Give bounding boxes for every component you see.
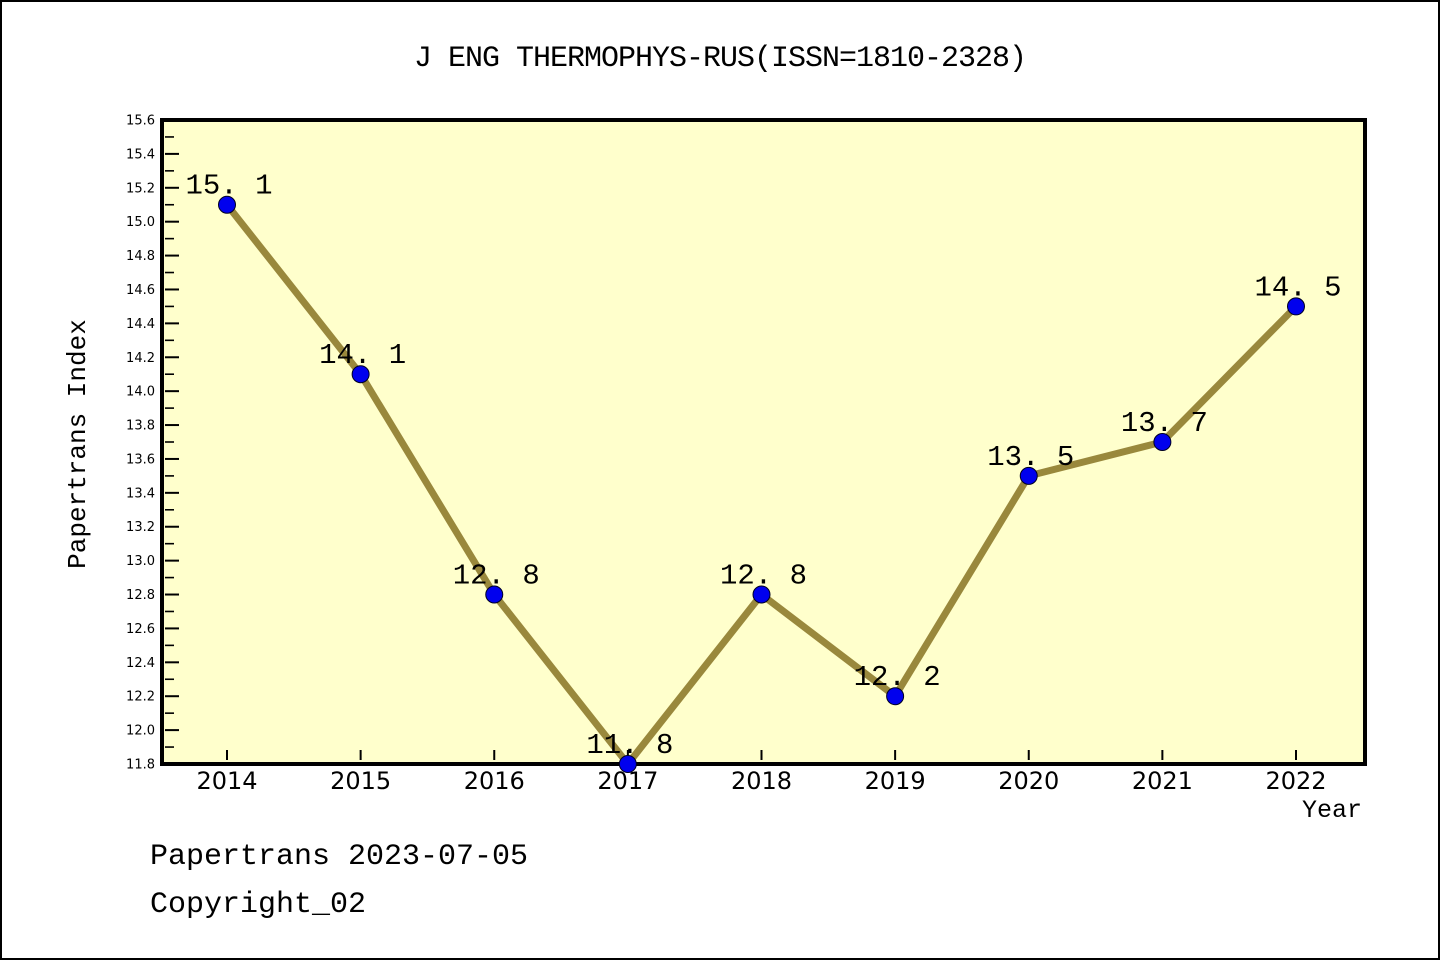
y-tick-label: 13.4: [126, 486, 155, 501]
y-tick-label: 15.4: [126, 147, 155, 162]
data-point: [886, 687, 905, 706]
y-tick-label: 15.2: [126, 181, 155, 196]
y-tick-label: 13.2: [126, 520, 155, 535]
y-tick-label: 14.8: [126, 249, 155, 264]
point-label: 13. 7: [1121, 407, 1208, 440]
footer-copyright: Copyright_02: [150, 888, 367, 922]
point-label: 12. 8: [720, 560, 807, 593]
x-tick-label: 2019: [865, 767, 926, 795]
x-tick-label: 2015: [330, 767, 391, 795]
data-point: [1019, 466, 1038, 485]
y-tick-label: 13.6: [126, 452, 155, 467]
data-point: [218, 195, 236, 214]
y-tick-label: 14.2: [126, 351, 155, 366]
y-tick-label: 11.8: [126, 758, 155, 773]
y-tick-label: 13.0: [126, 554, 155, 569]
data-point: [485, 585, 504, 604]
x-tick-label: 2022: [1265, 767, 1326, 795]
x-axis-label: Year: [1302, 796, 1363, 825]
y-tick-label: 12.2: [126, 690, 155, 705]
y-tick-label: 14.6: [126, 283, 155, 298]
x-tick-label: 2018: [731, 767, 792, 795]
point-label: 14. 1: [319, 339, 406, 372]
y-tick-label: 12.8: [126, 588, 155, 603]
data-point: [1153, 433, 1172, 451]
footer-source-date: Papertrans 2023-07-05: [150, 840, 529, 874]
x-tick-label: 2014: [196, 767, 257, 795]
y-tick-label: 12.0: [126, 724, 155, 739]
x-tick-label: 2021: [1132, 767, 1193, 795]
y-tick-label: 14.4: [126, 317, 155, 332]
data-point: [618, 755, 637, 773]
point-label: 15. 1: [185, 170, 272, 203]
point-label: 12. 2: [854, 661, 941, 694]
data-point: [351, 365, 370, 384]
point-label: 11. 8: [586, 729, 673, 762]
plot-area: [160, 118, 1367, 766]
y-tick-label: 15.0: [126, 215, 155, 230]
x-tick-label: 2016: [464, 767, 525, 795]
y-tick-label: 12.4: [126, 656, 155, 671]
y-tick-label: 13.8: [126, 419, 155, 434]
point-label: 12. 8: [453, 560, 540, 593]
x-tick-label: 2020: [998, 767, 1059, 795]
point-label: 13. 5: [987, 441, 1074, 474]
data-point: [1287, 297, 1305, 316]
y-axis-label: Papertrans Index: [63, 319, 93, 569]
y-tick-label: 12.6: [126, 622, 155, 637]
y-tick-label: 15.6: [126, 114, 155, 129]
point-label: 14. 5: [1254, 271, 1341, 304]
data-point: [752, 585, 771, 604]
chart-title: J ENG THERMOPHYS-RUS(ISSN=1810-2328): [413, 42, 1027, 76]
y-tick-label: 14.0: [126, 385, 155, 400]
